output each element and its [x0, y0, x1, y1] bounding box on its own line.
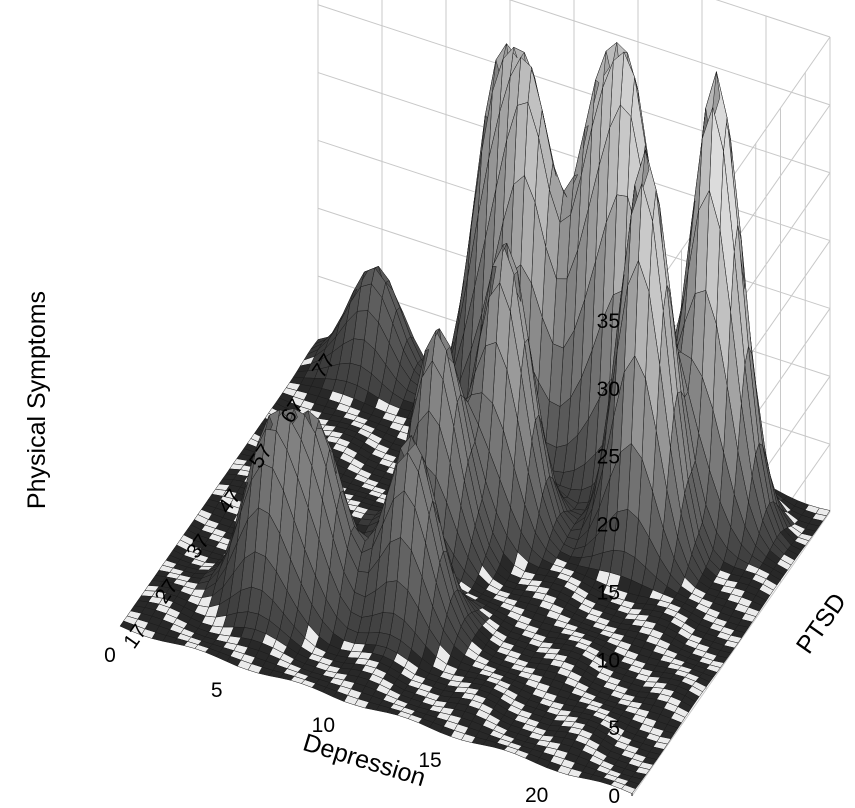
z-tick-label: 25 [597, 446, 620, 469]
x-axis-label: Depression [300, 728, 429, 792]
z-axis-label: Physical Symptoms [23, 291, 51, 509]
z-tick-label: 20 [597, 514, 620, 537]
x-tick-label: 0 [104, 644, 116, 667]
z-tick-label: 15 [597, 581, 620, 604]
z-tick-label: 10 [597, 649, 620, 672]
surface-cell [119, 620, 135, 632]
x-tick-label: 15 [418, 749, 441, 772]
surface-mesh [119, 41, 831, 794]
grid-line [715, 0, 831, 38]
x-tick-label: 20 [525, 784, 548, 807]
x-tick-label: 10 [312, 714, 335, 737]
x-tick-label: 5 [211, 679, 223, 702]
z-tick-label: 5 [608, 717, 620, 740]
z-tick-label: 0 [608, 785, 620, 808]
z-tick-label: 35 [597, 310, 620, 333]
z-tick-label: 30 [597, 378, 620, 401]
y-axis-label: PTSD [791, 588, 852, 659]
